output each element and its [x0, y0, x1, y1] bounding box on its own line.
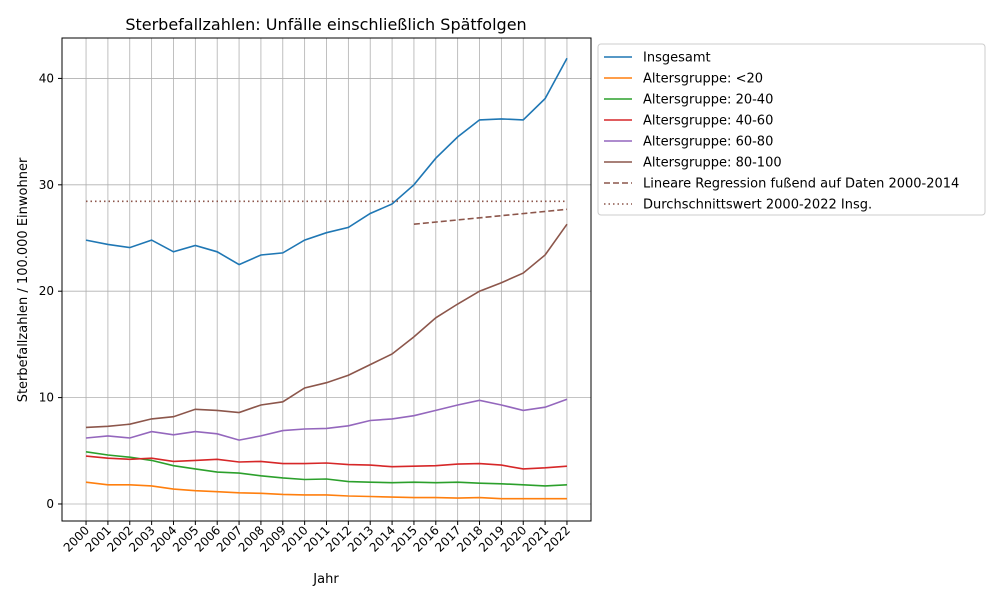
plot-frame [61, 37, 592, 522]
legend-label: Altersgruppe: 60-80 [643, 135, 773, 150]
legend: Insgesamt Altersgruppe: <20 Altersgruppe: … [597, 43, 986, 216]
y-axis-label: Sterbefallzahlen / 100.000 Einwohner [16, 157, 31, 402]
legend-box [597, 43, 986, 216]
legend-label: Lineare Regression fußend auf Daten 2000… [643, 177, 959, 192]
series-line [413, 208, 568, 225]
y-tick-label: 0 [46, 497, 54, 511]
series-line [85, 398, 568, 441]
legend-label: Insgesamt [643, 51, 711, 66]
x-tick-label: 2022 [542, 523, 573, 554]
series-line [85, 481, 567, 500]
legend-label: Altersgruppe: 20-40 [643, 93, 773, 108]
chart-title: Sterbefallzahlen: Unfälle einschließlich… [125, 15, 526, 34]
y-tick-label: 10 [39, 391, 54, 405]
y-tick-label: 30 [39, 178, 54, 192]
x-axis-label: Jahr [312, 572, 339, 587]
legend-label: Altersgruppe: <20 [643, 72, 763, 87]
series-line [85, 57, 568, 266]
series-line [85, 451, 568, 487]
legend-label: Altersgruppe: 40-60 [643, 114, 773, 129]
y-tick-label: 40 [39, 71, 54, 85]
series-line [85, 223, 568, 429]
legend-label: Altersgruppe: 80-100 [643, 156, 782, 171]
series-line [85, 455, 568, 470]
y-tick-label: 20 [39, 284, 54, 298]
legend-label: Durchschnittswert 2000-2022 Insg. [643, 198, 872, 213]
